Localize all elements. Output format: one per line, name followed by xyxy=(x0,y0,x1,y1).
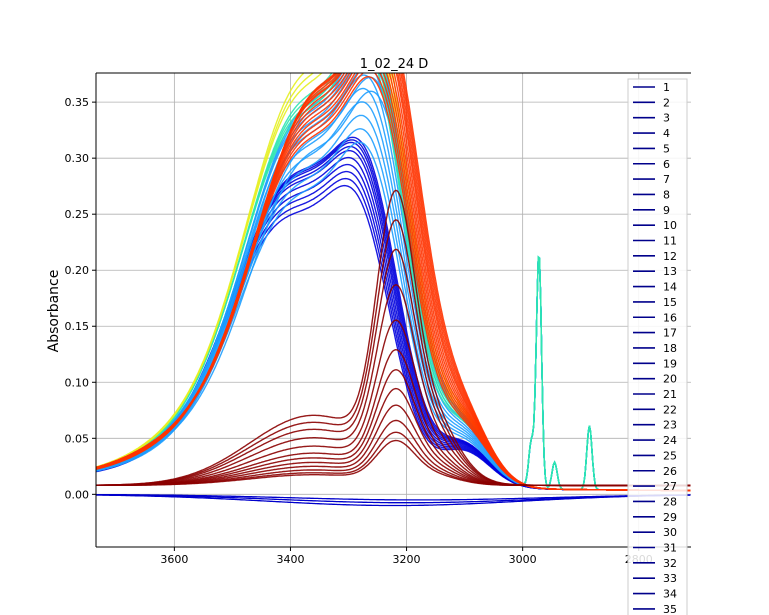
legend-label: 33 xyxy=(663,572,677,585)
y-tick-label: 0.10 xyxy=(65,376,90,389)
legend-label: 11 xyxy=(663,235,677,248)
plot-curves xyxy=(96,73,691,507)
chart-title: 1_02_24 D xyxy=(360,57,429,72)
legend-label: 10 xyxy=(663,219,677,232)
legend-label: 2 xyxy=(663,96,670,109)
x-tick-label: 3600 xyxy=(160,553,188,566)
series-line xyxy=(96,189,691,487)
y-tick-label: 0.05 xyxy=(65,432,90,445)
legend-label: 9 xyxy=(663,204,670,217)
legend-label: 35 xyxy=(663,603,677,615)
legend-label: 8 xyxy=(663,188,670,201)
legend-label: 12 xyxy=(663,250,677,263)
x-tick-label: 3000 xyxy=(509,553,537,566)
y-tick-label: 0.15 xyxy=(65,320,90,333)
y-tick-label: 0.20 xyxy=(65,264,90,277)
legend-label: 4 xyxy=(663,127,670,140)
legend-label: 19 xyxy=(663,357,677,370)
legend-label: 6 xyxy=(663,158,670,171)
legend-label: 23 xyxy=(663,419,677,432)
legend: 1234567891011121314151617181920212223242… xyxy=(627,78,688,615)
legend-label: 27 xyxy=(663,480,677,493)
legend-label: 24 xyxy=(663,434,677,447)
legend-label: 30 xyxy=(663,526,677,539)
axes: 360034003200300028000.000.050.100.150.20… xyxy=(65,72,691,566)
baseline-curve xyxy=(96,494,691,504)
legend-label: 5 xyxy=(663,142,670,155)
legend-label: 34 xyxy=(663,588,677,601)
x-tick-label: 3200 xyxy=(393,553,421,566)
y-axis-label: Absorbance xyxy=(46,270,62,353)
legend-label: 25 xyxy=(663,449,677,462)
legend-label: 32 xyxy=(663,557,677,570)
legend-label: 26 xyxy=(663,465,677,478)
series-line xyxy=(96,73,691,492)
legend-label: 28 xyxy=(663,495,677,508)
legend-label: 15 xyxy=(663,296,677,309)
legend-box xyxy=(627,78,688,615)
legend-label: 1 xyxy=(663,81,670,94)
legend-label: 20 xyxy=(663,373,677,386)
legend-label: 31 xyxy=(663,542,677,555)
legend-label: 17 xyxy=(663,327,677,340)
y-tick-label: 0.00 xyxy=(65,488,90,501)
baseline-curve xyxy=(96,493,691,501)
y-tick-label: 0.30 xyxy=(65,152,90,165)
legend-label: 13 xyxy=(663,265,677,278)
legend-label: 14 xyxy=(663,281,677,294)
x-tick-label: 3400 xyxy=(276,553,304,566)
legend-label: 7 xyxy=(663,173,670,186)
legend-label: 29 xyxy=(663,511,677,524)
legend-label: 3 xyxy=(663,112,670,125)
y-tick-label: 0.35 xyxy=(65,96,90,109)
y-tick-label: 0.25 xyxy=(65,208,90,221)
legend-label: 16 xyxy=(663,311,677,324)
legend-label: 22 xyxy=(663,403,677,416)
legend-label: 18 xyxy=(663,342,677,355)
legend-label: 21 xyxy=(663,388,677,401)
